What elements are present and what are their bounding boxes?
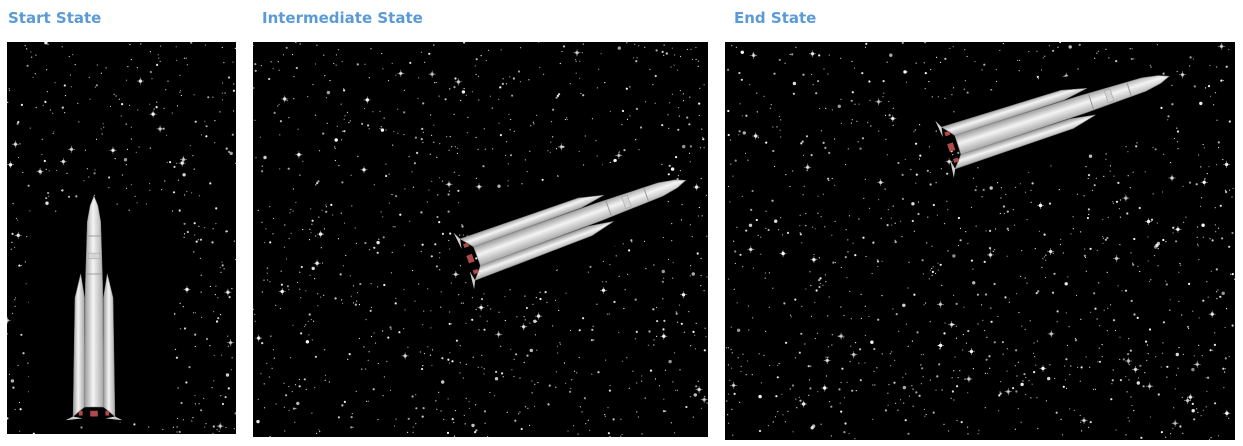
panel-title-start: Start State (8, 9, 102, 27)
panel-title-end: End State (734, 9, 817, 27)
scene-intermediate (253, 42, 708, 437)
starfield-end (725, 42, 1235, 440)
scene-end (725, 42, 1235, 440)
panel-title-intermediate: Intermediate State (262, 9, 423, 27)
starfield-intermediate (253, 42, 708, 437)
scene-start (7, 42, 236, 434)
starfield-start (7, 42, 236, 434)
